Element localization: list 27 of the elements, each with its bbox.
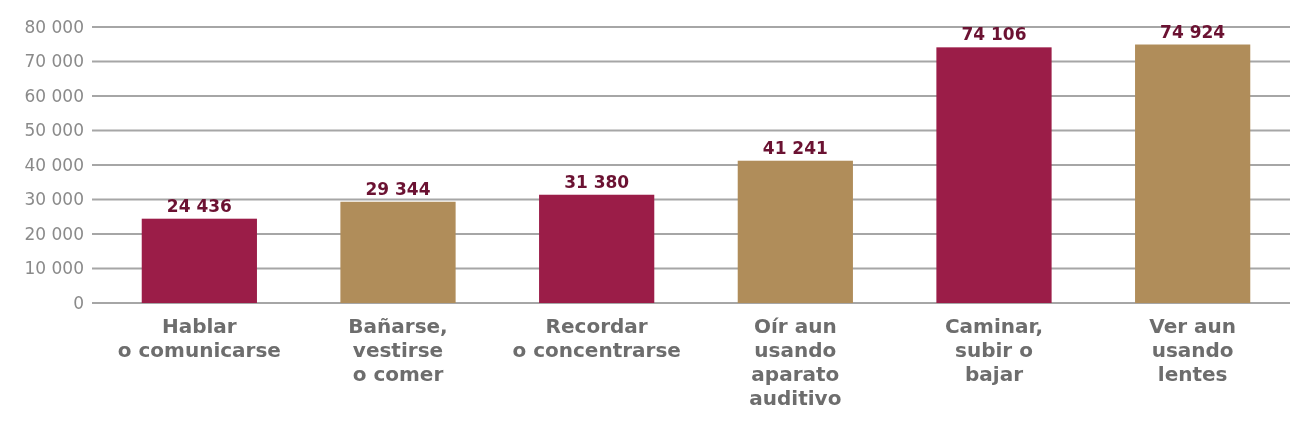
x-tick-label: Caminar, subir o bajar: [944, 314, 1044, 386]
y-tick-label: 20 000: [24, 223, 84, 244]
x-tick-label: Bañarse, vestirse o comer: [348, 314, 448, 386]
y-tick-label: 80 000: [24, 16, 84, 37]
bar: [340, 201, 456, 303]
data-label: 74 924: [1160, 21, 1226, 42]
y-tick-label: 50 000: [24, 120, 84, 141]
data-label: 41 241: [762, 137, 828, 158]
data-label: 29 344: [365, 178, 431, 199]
bar: [141, 218, 257, 303]
y-tick-label: 10 000: [24, 258, 84, 279]
bar: [737, 160, 853, 303]
x-tick-label: Recordar o concentrarse: [512, 314, 681, 362]
data-label: 31 380: [564, 171, 630, 192]
data-label: 24 436: [166, 195, 232, 216]
y-tick-label: 0: [73, 292, 84, 313]
x-tick-label: Ver aun usando lentes: [1149, 314, 1237, 386]
y-tick-label: 60 000: [24, 85, 84, 106]
y-tick-label: 40 000: [24, 154, 84, 175]
data-label: 74 106: [961, 24, 1027, 45]
bar: [936, 47, 1052, 303]
x-tick-label: Oír aun usando aparato auditivo: [749, 314, 842, 410]
y-tick-label: 30 000: [24, 189, 84, 210]
x-tick-label: Hablar o comunicarse: [117, 314, 281, 362]
bar: [539, 194, 655, 303]
y-tick-label: 70 000: [24, 51, 84, 72]
bar: [1135, 44, 1251, 303]
